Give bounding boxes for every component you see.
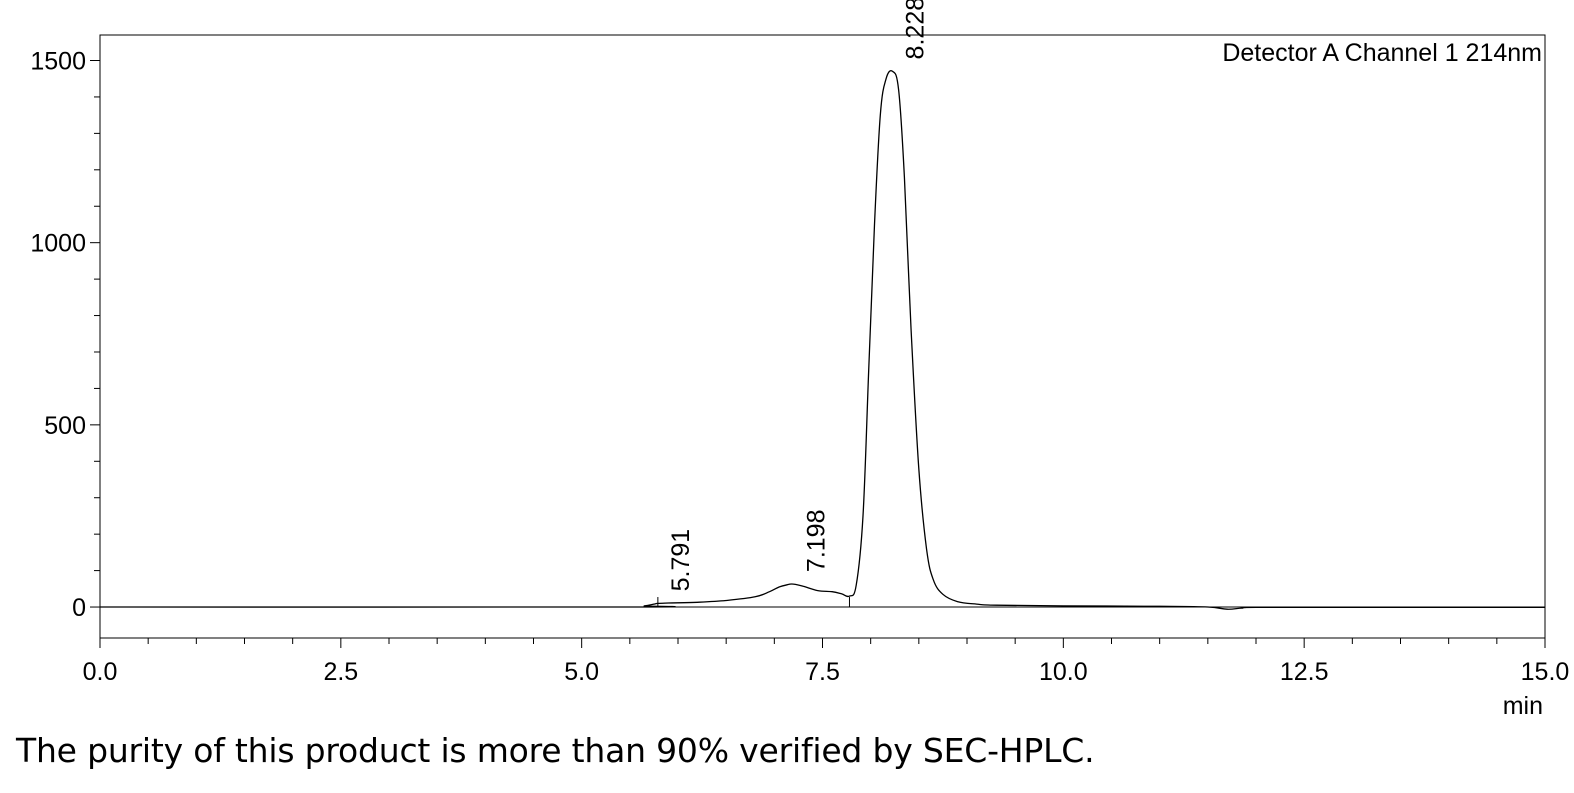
y-tick-label: 1000 [30,230,86,258]
x-tick-label: 0.0 [83,658,118,686]
y-tick-label: 500 [44,412,86,440]
x-tick-label: 10.0 [1039,658,1088,686]
x-axis-label: min [1503,692,1543,720]
x-tick-label: 2.5 [323,658,358,686]
series-layer [99,70,1545,610]
chromatogram-chart: 0 500 1000 1500 0.0 2.5 5.0 7.5 10.0 12.5 15.0 5.… [30,0,1570,720]
x-tick-label: 12.5 [1280,658,1329,686]
purity-caption: The purity of this product is more than … [16,731,1095,770]
legend-label: Detector A Channel 1 214nm [1222,39,1542,67]
peak-label: 8.228 [902,0,930,59]
x-tick-label: 7.5 [805,658,840,686]
chromatogram-trace [99,70,1545,610]
peak-label: 5.791 [667,529,695,592]
y-axis-ticks: 0 500 1000 1500 [30,48,100,622]
x-tick-label: 15.0 [1521,658,1570,686]
peak-label: 7.198 [802,510,830,573]
x-tick-label: 5.0 [564,658,599,686]
x-axis-ticks: 0.0 2.5 5.0 7.5 10.0 12.5 15.0 [83,638,1570,686]
y-tick-label: 1500 [30,48,86,76]
integration-marks [657,597,850,608]
peak-labels: 5.791 7.198 8.228 [667,0,930,591]
y-tick-label: 0 [72,594,86,622]
